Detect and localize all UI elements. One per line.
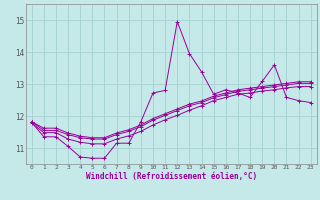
X-axis label: Windchill (Refroidissement éolien,°C): Windchill (Refroidissement éolien,°C) [86, 172, 257, 181]
